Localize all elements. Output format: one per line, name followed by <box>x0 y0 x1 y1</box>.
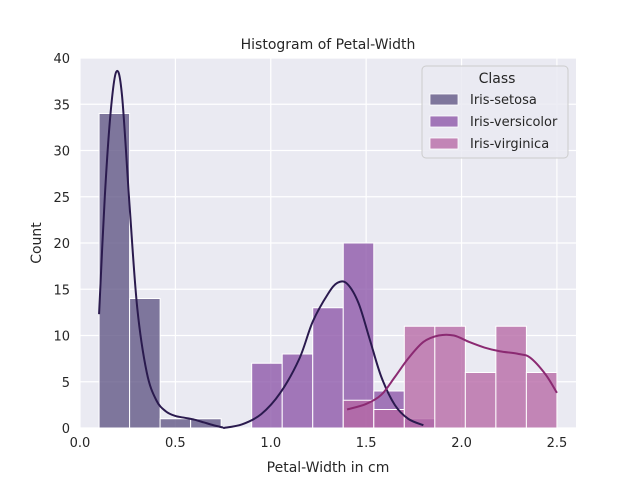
y-tick-label: 0 <box>62 422 70 437</box>
x-tick-label: 0.0 <box>70 436 91 451</box>
y-tick-label: 10 <box>53 330 70 345</box>
x-tick-label: 1.5 <box>356 436 377 451</box>
legend-title: Class <box>479 71 516 87</box>
y-tick-label: 35 <box>53 98 70 113</box>
x-axis-label: Petal-Width in cm <box>267 460 390 476</box>
y-tick-label: 15 <box>53 283 70 298</box>
histogram-bar <box>312 307 344 429</box>
x-tick-label: 2.5 <box>547 436 568 451</box>
histogram-bar <box>342 399 375 429</box>
y-axis-label: Count <box>29 222 45 264</box>
y-tick-label: 40 <box>53 52 70 67</box>
y-ticks: 0 5 10 15 20 25 30 35 40 <box>53 52 70 437</box>
kde-line <box>98 70 224 429</box>
y-tick-label: 25 <box>53 191 70 206</box>
histogram-bar <box>525 372 558 429</box>
histogram-bar <box>98 113 131 429</box>
x-tick-label: 0.5 <box>165 436 186 451</box>
legend-swatch <box>429 93 459 106</box>
x-tick-label: 2.0 <box>451 436 472 451</box>
legend-label: Iris-setosa <box>470 93 537 108</box>
y-tick-label: 20 <box>53 237 70 252</box>
histogram-bar <box>403 325 436 429</box>
legend-box <box>421 65 569 159</box>
legend-swatch <box>429 137 459 150</box>
chart-title: Histogram of Petal-Width <box>241 37 416 53</box>
legend: Class Iris-setosa Iris-versicolor Iris-virg… <box>421 65 569 159</box>
kde-line <box>346 333 558 411</box>
histogram-bar <box>495 325 527 429</box>
histogram-bar <box>464 372 497 429</box>
kde-curves <box>98 70 558 429</box>
y-tick-label: 30 <box>53 145 70 160</box>
kde-line <box>222 280 424 429</box>
bars <box>98 113 558 429</box>
legend-label: Iris-virginica <box>470 137 549 152</box>
legend-swatch <box>429 115 459 128</box>
y-tick-label: 5 <box>62 376 70 391</box>
legend-label: Iris-versicolor <box>470 115 558 130</box>
x-ticks: 0.0 0.5 1.0 1.5 2.0 2.5 <box>70 436 568 451</box>
histogram-bar <box>159 418 192 429</box>
grid <box>79 57 576 429</box>
histogram-bar <box>434 325 466 429</box>
histogram-bar <box>281 353 314 429</box>
x-tick-label: 1.0 <box>260 436 281 451</box>
